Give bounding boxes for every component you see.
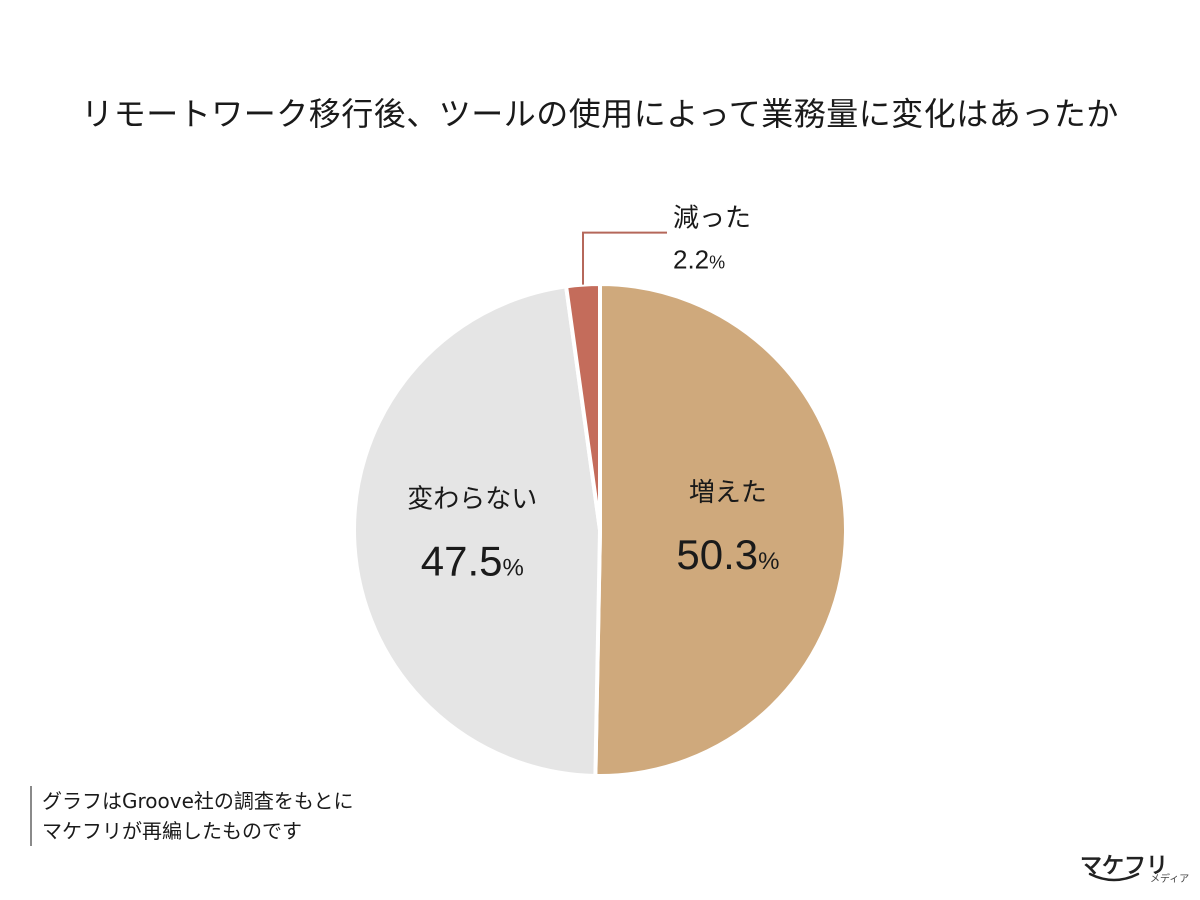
source-note-line-2: マケフリが再編したものです xyxy=(42,819,302,843)
leader-line-3 xyxy=(582,231,668,285)
leader-lines xyxy=(582,231,668,285)
slice-label-1: 増えた xyxy=(689,477,767,507)
slice-label-2: 変わらない xyxy=(407,484,537,514)
pie-slice-2 xyxy=(352,284,602,778)
chart-title: リモートワーク移行後、ツールの使用によって業務量に変化はあったか xyxy=(81,95,1119,133)
logo-smile-icon xyxy=(1088,872,1140,882)
slice-value-1: 50.3% xyxy=(676,531,779,578)
brand-logo: マケフリ メディア xyxy=(1080,848,1192,888)
slice-label-3: 減った xyxy=(673,203,751,233)
slice-value-2: 47.5% xyxy=(421,538,524,585)
logo-subtitle: メディア xyxy=(1150,874,1190,885)
pie-slice-1 xyxy=(593,282,849,778)
slice-value-3: 2.2% xyxy=(673,245,725,275)
source-note: グラフはGroove社の調査をもとに マケフリが再編したものです xyxy=(30,786,354,846)
source-note-line-1: グラフはGroove社の調査をもとに xyxy=(42,789,354,813)
slice-labels: 増えた 50.3% 変わらない 47.5% 減った 2.2% xyxy=(407,203,779,585)
pie-slices xyxy=(352,282,849,778)
